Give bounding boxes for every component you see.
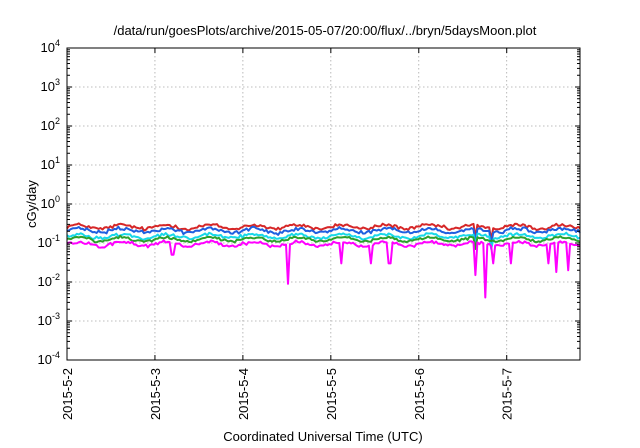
series-line <box>66 239 581 299</box>
series-line <box>66 225 581 246</box>
series-line <box>66 234 581 250</box>
y-tick-label: 104 <box>41 38 60 55</box>
y-axis: 104 103 102 101 100 10-1 10-2 10-3 10-4 <box>38 38 580 367</box>
y-tick-label: 102 <box>41 116 60 133</box>
x-tick-label: 2015-5-3 <box>148 368 163 420</box>
x-axis: 2015-5-2 2015-5-3 2015-5-4 2015-5-5 2015-5-6… <box>60 48 515 420</box>
y-axis-label: cGy/day <box>24 180 39 228</box>
y-tick-label: 10-2 <box>38 272 60 289</box>
x-axis-label: Coordinated Universal Time (UTC) <box>223 429 422 444</box>
x-tick-label: 2015-5-4 <box>236 368 251 420</box>
y-tick-label: 101 <box>41 155 60 172</box>
x-tick-label: 2015-5-6 <box>412 368 427 420</box>
y-tick-label: 103 <box>41 77 60 94</box>
series-line <box>66 222 581 241</box>
y-tick-label: 10-1 <box>38 233 60 250</box>
x-tick-label: 2015-5-5 <box>324 368 339 420</box>
series-layer <box>66 222 581 299</box>
series-line <box>66 231 581 250</box>
y-tick-label: 10-3 <box>38 311 60 328</box>
x-tick-label: 2015-5-7 <box>500 368 515 420</box>
y-tick-label: 10-4 <box>38 350 60 367</box>
x-tick-label: 2015-5-2 <box>60 368 75 420</box>
chart-title: /data/run/goesPlots/archive/2015-05-07/2… <box>114 23 537 38</box>
grid <box>67 48 580 360</box>
y-tick-label: 100 <box>41 194 60 211</box>
